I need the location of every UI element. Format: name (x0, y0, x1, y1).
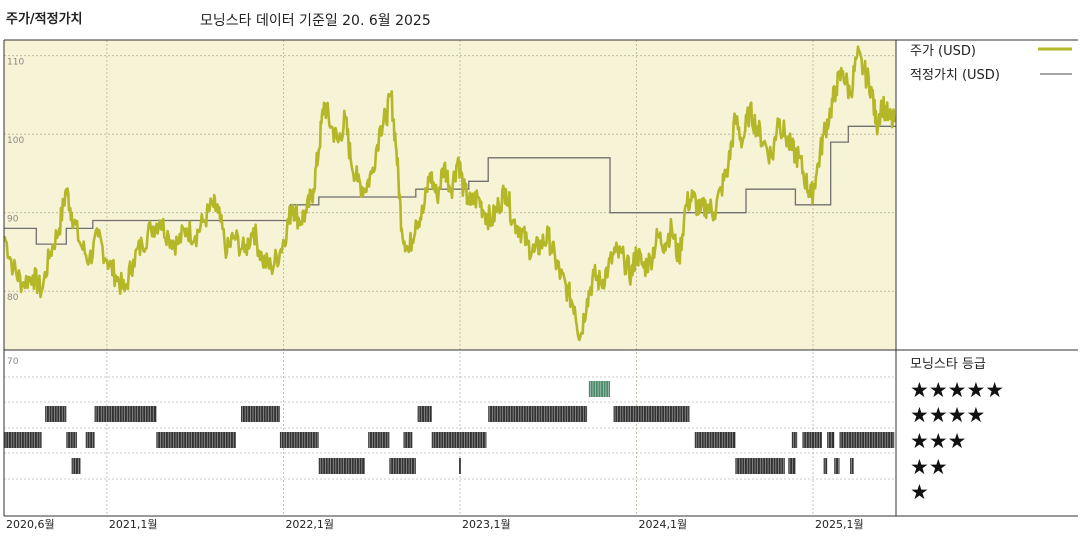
rating-bar-3-star (4, 432, 42, 448)
rating-bar-fill (66, 432, 77, 448)
rating-bar-2-star (318, 458, 365, 474)
rating-bar-2-star (834, 458, 840, 474)
rating-bar-fill (368, 432, 390, 448)
rating-bar-2-star (788, 458, 796, 474)
x-tick-label: 2021,1월 (109, 518, 158, 531)
rating-bar-4-star (241, 406, 280, 422)
rating-bar-3-star (279, 432, 319, 448)
x-tick-label: 2025,1월 (815, 518, 864, 531)
rating-bar-2-star (850, 458, 854, 474)
rating-bar-fill (94, 406, 157, 422)
rating-bar-fill (318, 458, 365, 474)
y-tick-label: 100 (7, 136, 24, 146)
rating-bar-3-star (85, 432, 95, 448)
rating-bar-3-star (827, 432, 835, 448)
rating-level-3-stars: ★★★ (910, 429, 966, 453)
x-tick-label: 2020,6월 (6, 518, 55, 531)
x-tick-label: 2023,1월 (462, 518, 511, 531)
y-tick-label: 80 (7, 293, 19, 303)
rating-bar-fill (827, 432, 835, 448)
rating-bar-3-star (368, 432, 390, 448)
rating-bar-fill (802, 432, 822, 448)
rating-level-2-stars: ★★ (910, 455, 948, 479)
rating-bar-3-star (431, 432, 487, 448)
rating-bar-3-star (791, 432, 798, 448)
rating-bar-fill (4, 432, 42, 448)
rating-bar-fill (417, 406, 432, 422)
rating-bar-4-star (45, 406, 67, 422)
rating-bar-4-star (417, 406, 432, 422)
fair-value-line (4, 125, 896, 245)
rating-bar-5-star (588, 381, 611, 397)
legend-label-price: 주가 (USD) (910, 44, 976, 59)
rating-level-4-stars: ★★★★ (910, 403, 985, 427)
rating-bar-fill (459, 458, 461, 474)
rating-bar-3-star (839, 432, 895, 448)
y-tick-label: 70 (7, 357, 19, 367)
rating-bar-3-star (694, 432, 736, 448)
rating-bar-2-star (71, 458, 81, 474)
rating-bar-fill (588, 381, 611, 397)
price-line (3, 45, 896, 342)
rating-bar-3-star (156, 432, 236, 448)
legend-label-fair-value: 적정가치 (USD) (910, 68, 1000, 83)
x-tick-label: 2024,1월 (639, 518, 688, 531)
rating-bar-2-star (389, 458, 416, 474)
rating-bar-4-star (613, 406, 690, 422)
chart-title: 주가/적정가치 (6, 12, 83, 27)
rating-bar-fill (834, 458, 840, 474)
rating-bar-3-star (802, 432, 822, 448)
y-tick-label: 90 (7, 215, 19, 225)
rating-bar-2-star (459, 458, 461, 474)
rating-bar-4-star (94, 406, 157, 422)
rating-bar-3-star (66, 432, 77, 448)
rating-bar-4-star (488, 406, 588, 422)
rating-bar-fill (791, 432, 798, 448)
rating-bar-fill (694, 432, 736, 448)
rating-level-1-stars: ★ (910, 480, 929, 504)
data-date-caption: 모닝스타 데이터 기준일 20. 6월 2025 (200, 13, 431, 29)
rating-bar-2-star (823, 458, 828, 474)
rating-bar-fill (45, 406, 67, 422)
rating-bar-3-star (403, 432, 413, 448)
rating-bar-2-star (735, 458, 785, 474)
rating-bar-fill (788, 458, 796, 474)
rating-level-5-stars: ★★★★★ (910, 378, 1004, 402)
rating-legend-title: 모닝스타 등급 (910, 357, 986, 372)
price-plot-background (4, 40, 896, 350)
y-tick-label: 110 (7, 58, 24, 68)
x-tick-label: 2022,1월 (285, 518, 334, 531)
